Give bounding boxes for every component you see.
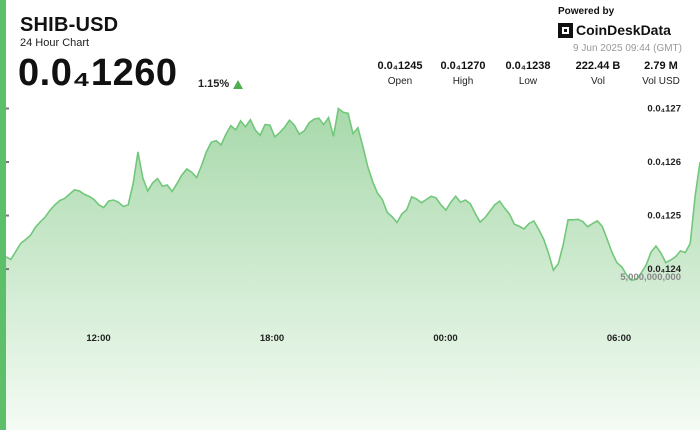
stat-high-label: High	[452, 76, 474, 87]
stat-open-value: 0.0₄1245	[377, 60, 423, 72]
up-arrow-icon	[233, 80, 243, 89]
brand-name: CoinDeskData	[576, 22, 671, 38]
chart-subtitle: 24 Hour Chart	[20, 37, 90, 49]
time-tick-label: 06:00	[607, 333, 631, 344]
time-axis-ticks: 12:00 18:00 00:00 06:00	[86, 333, 631, 344]
stats-row: 0.0₄1245 Open 0.0₄1270 High 0.0₄1238 Low…	[370, 60, 690, 94]
brand-logo[interactable]: CoinDeskData	[558, 22, 671, 38]
volume-tick-label: 5,000,000,000	[620, 272, 681, 283]
stat-vol-usd-value: 2.79 M	[644, 60, 678, 72]
price-gridline-tick	[6, 161, 9, 164]
time-tick-label: 00:00	[433, 333, 457, 344]
stat-low-label: Low	[518, 76, 538, 87]
price-gridline-tick	[6, 214, 9, 217]
timestamp: 9 Jun 2025 09:44 (GMT)	[573, 43, 682, 54]
stat-vol-value: 222.44 B	[575, 60, 621, 72]
stat-vol-usd: 2.79 M Vol USD	[621, 60, 700, 87]
stat-vol-usd-label: Vol USD	[642, 76, 680, 87]
time-tick-label: 12:00	[86, 333, 110, 344]
stat-open-label: Open	[387, 76, 413, 87]
stat-low-value: 0.0₄1238	[505, 60, 551, 72]
stat-high-value: 0.0₄1270	[440, 60, 486, 72]
stat-vol: 222.44 B Vol	[558, 60, 638, 87]
time-tick-label: 18:00	[260, 333, 284, 344]
current-price: 0.0₄1260	[18, 52, 178, 94]
price-tick-label: 0.0₄125	[647, 211, 681, 222]
stat-high: 0.0₄1270 High	[423, 60, 503, 87]
powered-by-label: Powered by	[558, 6, 615, 17]
price-line	[5, 107, 700, 282]
price-area	[6, 108, 700, 430]
price-tick-label: 0.0₄126	[647, 157, 681, 168]
price-tick-label: 0.0₄127	[647, 104, 681, 115]
stat-low: 0.0₄1238 Low	[488, 60, 568, 87]
stat-vol-label: Vol	[591, 76, 605, 87]
price-change: 1.15%	[198, 78, 230, 90]
price-axis-ticks: 0.0₄127 0.0₄126 0.0₄125 0.0₄124	[6, 104, 682, 275]
symbol-title: SHIB-USD	[20, 14, 119, 36]
price-gridline-tick	[6, 107, 9, 110]
volume-axis-tick: 5,000,000,000	[620, 272, 681, 283]
price-tick-label: 0.0₄124	[647, 264, 681, 275]
stat-open: 0.0₄1245 Open	[360, 60, 440, 87]
price-gridline-tick	[6, 268, 9, 271]
coindesk-logo-icon	[558, 22, 573, 38]
accent-bar	[0, 0, 6, 430]
